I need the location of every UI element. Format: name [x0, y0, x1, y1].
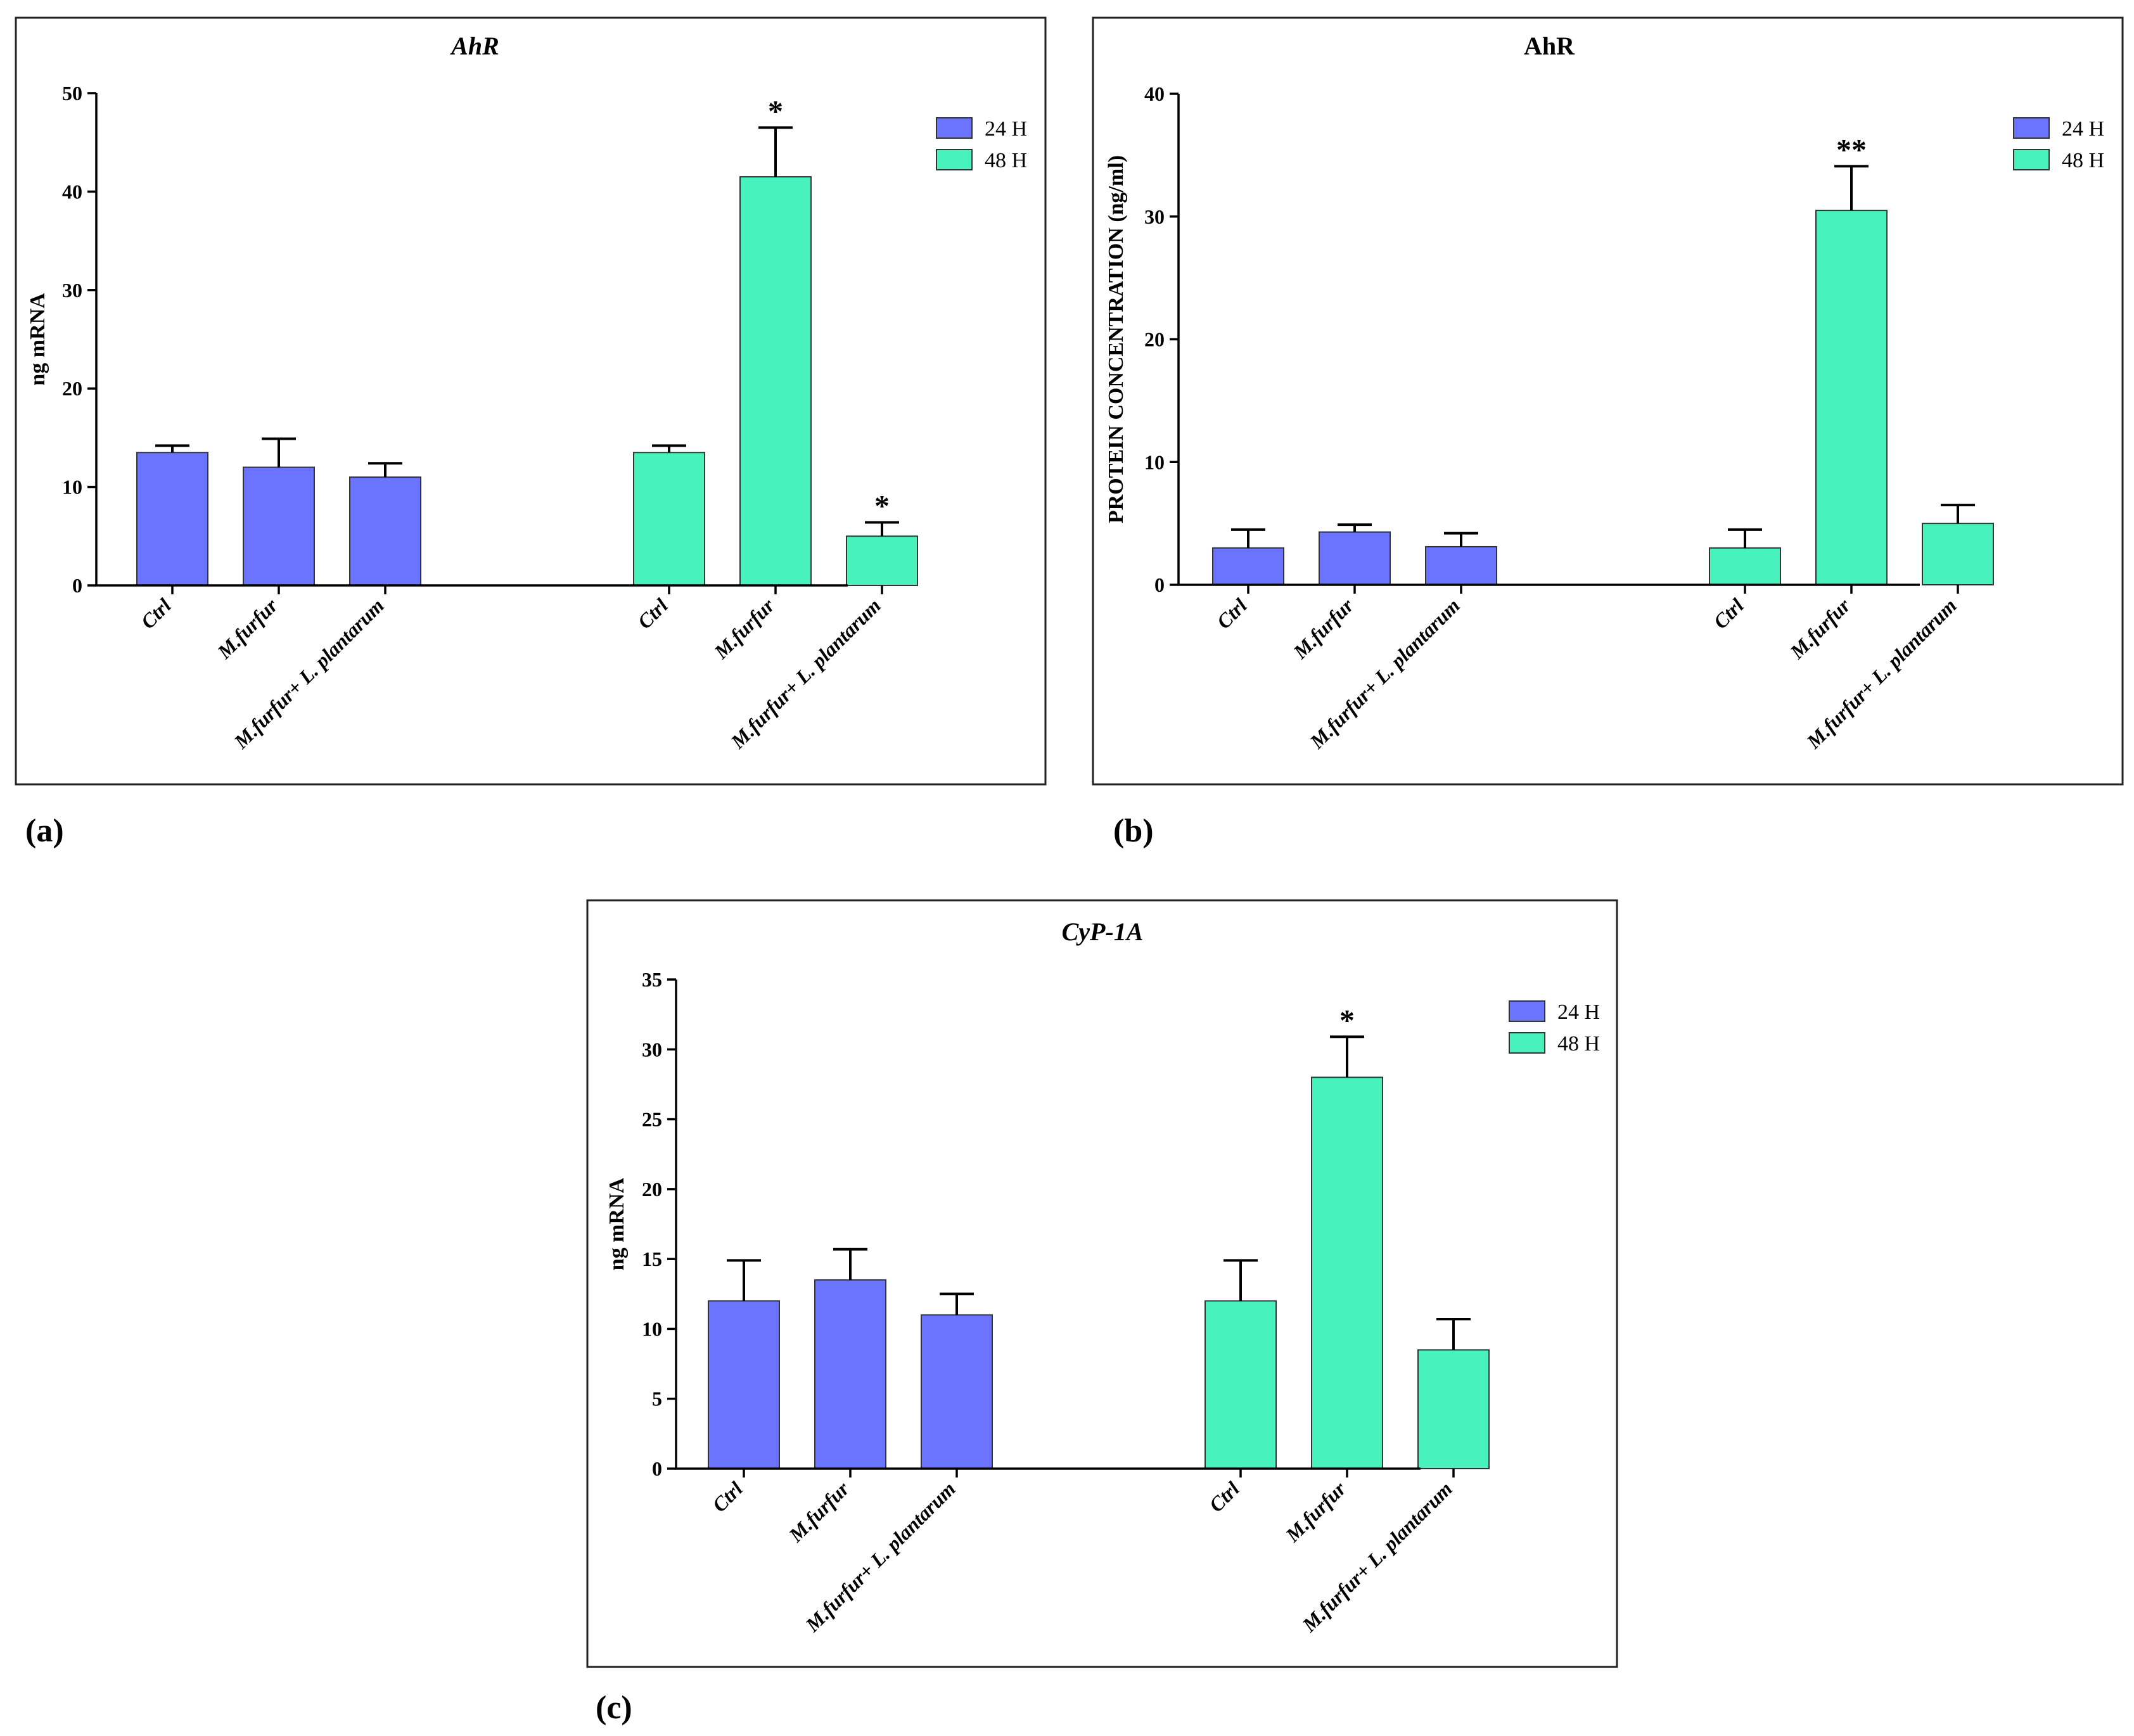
chart-2-error-bar-6: [1941, 504, 1975, 524]
chart-3-y-tick-label-3: 15: [642, 1248, 662, 1270]
chart-3-bar-5: [1311, 1076, 1383, 1469]
chart-3-y-tick-label-5: 25: [642, 1108, 662, 1131]
chart-1-panel-letter: (a): [25, 813, 64, 849]
chart-3-bar-4: [1204, 1300, 1277, 1469]
chart-2-error-bar-2: [1338, 523, 1372, 532]
chart-2-error-bar-4: [1728, 528, 1762, 548]
chart-2-panel-letter: (b): [1113, 813, 1154, 849]
chart-2-y-tick-label-0: 0: [1154, 573, 1165, 596]
chart-2-bar-2: [1319, 531, 1391, 585]
chart-1-error-bar-5: [758, 126, 793, 177]
chart-1-y-axis-title: ng mRNA: [26, 293, 49, 386]
chart-3-legend-label-1: 24 H: [1557, 1000, 1600, 1024]
chart-1-y-tick-label-2: 20: [62, 377, 82, 400]
chart-1-frame: [15, 16, 1047, 786]
chart-3-significance-1: *: [1339, 1004, 1355, 1037]
chart-3-error-bar-2: [833, 1248, 867, 1280]
chart-1-title: AhR: [449, 32, 499, 60]
chart-2-error-bar-3: [1444, 532, 1478, 547]
chart-3-legend-label-2: 48 H: [1557, 1032, 1600, 1056]
chart-1-y-tick-label-1: 10: [62, 476, 82, 499]
chart-2-legend-swatch-1: [2013, 117, 2050, 139]
chart-1-bar-5: [739, 176, 812, 586]
chart-3-y-tick-label-0: 0: [652, 1457, 662, 1480]
chart-2-title: AhR: [1524, 32, 1575, 60]
chart-1-y-tick-label-0: 0: [72, 574, 82, 597]
chart-3-error-bar-4: [1224, 1259, 1258, 1301]
chart-1-bar-4: [633, 452, 705, 587]
chart-1-y-tick-label-3: 30: [62, 279, 82, 302]
chart-1-y-tick-label-5: 50: [62, 82, 82, 105]
chart-3-bars: [708, 1035, 1490, 1470]
chart-3-title: CyP-1A: [1062, 917, 1144, 946]
chart-3-panel-letter: (c): [596, 1690, 632, 1726]
chart-2-y-tick-label-3: 30: [1144, 205, 1165, 228]
chart-2-error-bar-5: [1834, 165, 1869, 211]
chart-1-legend-swatch-2: [936, 149, 973, 170]
chart-2-bar-5: [1815, 210, 1888, 585]
chart-3-bar-6: [1417, 1349, 1490, 1470]
chart-1-bar-2: [243, 466, 315, 587]
chart-1-error-bar-4: [652, 444, 686, 453]
chart-3-y-tick-label-1: 5: [652, 1388, 662, 1410]
chart-3-error-bar-5: [1330, 1035, 1364, 1078]
chart-3-y-tick-label-6: 30: [642, 1038, 662, 1061]
chart-3-y-tick-label-7: 35: [642, 968, 662, 991]
chart-1-bar-3: [349, 476, 421, 586]
chart-1-significance-2: *: [874, 490, 890, 523]
chart-1-bars: [136, 126, 918, 587]
chart-2-legend-swatch-2: [2013, 149, 2050, 170]
chart-2-bar-4: [1709, 547, 1781, 585]
chart-3-bar-3: [921, 1314, 993, 1469]
chart-2-legend-label-1: 24 H: [2062, 117, 2104, 141]
chart-2-bars: [1212, 165, 1994, 585]
chart-2-bar-6: [1922, 523, 1994, 585]
chart-2-y-axis-title: PROTEIN CONCENTRATION (ng/ml): [1104, 155, 1128, 523]
chart-3-error-bar-3: [940, 1292, 974, 1315]
chart-1-bar-1: [136, 452, 208, 587]
chart-3-error-bar-1: [727, 1259, 761, 1301]
chart-3-legend-swatch-1: [1509, 1000, 1545, 1022]
chart-1-legend-swatch-1: [936, 117, 973, 139]
chart-1-significance-1: *: [768, 94, 783, 128]
chart-1-error-bar-2: [262, 437, 296, 468]
chart-3-error-bar-6: [1436, 1317, 1471, 1350]
chart-3-y-tick-label-4: 20: [642, 1178, 662, 1201]
chart-2-y-tick-label-2: 20: [1144, 328, 1165, 351]
chart-1-error-bar-1: [155, 444, 189, 453]
chart-2-bar-1: [1212, 547, 1284, 585]
chart-3-bar-1: [708, 1300, 780, 1469]
chart-2-y-tick-label-4: 40: [1144, 82, 1165, 105]
chart-3-bar-2: [814, 1279, 886, 1469]
chart-2-frame: [1092, 16, 2124, 786]
chart-2-y-tick-label-1: 10: [1144, 450, 1165, 473]
chart-2-significance-1: **: [1836, 133, 1867, 167]
chart-2-error-bar-1: [1231, 528, 1265, 548]
chart-1-legend-label-1: 24 H: [985, 117, 1027, 141]
chart-1-error-bar-6: [865, 521, 899, 537]
chart-1-legend-label-2: 48 H: [985, 149, 1027, 172]
chart-1-y-tick-label-4: 40: [62, 180, 82, 203]
chart-1-bar-6: [846, 535, 918, 586]
chart-3-frame: [586, 899, 1618, 1668]
chart-3-y-axis-title: ng mRNA: [605, 1177, 629, 1270]
chart-3-legend-swatch-2: [1509, 1032, 1545, 1054]
chart-1-error-bar-3: [368, 462, 402, 478]
chart-2-bar-3: [1425, 546, 1497, 585]
chart-2-legend-label-2: 48 H: [2062, 149, 2104, 172]
chart-3-y-tick-label-2: 10: [642, 1317, 662, 1340]
